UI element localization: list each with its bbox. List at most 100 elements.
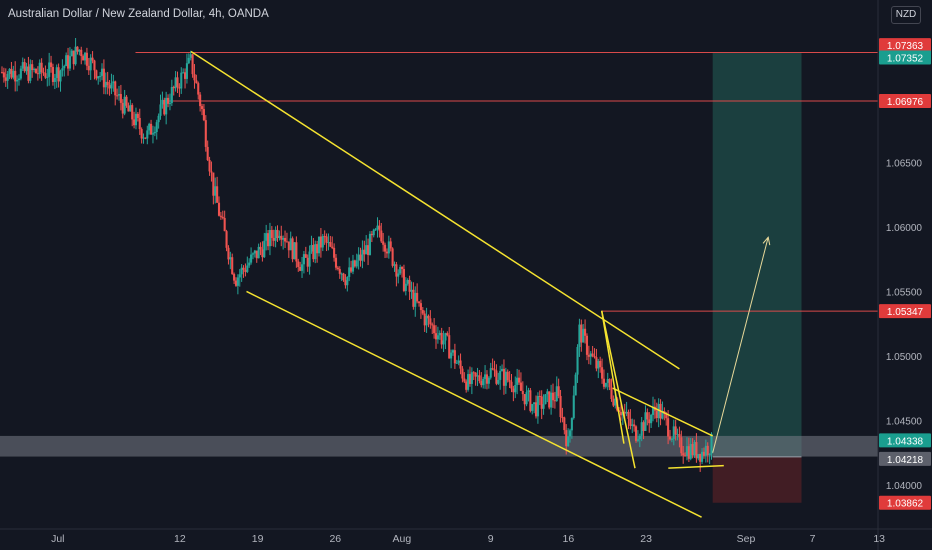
candle-body xyxy=(350,267,353,272)
candle-body xyxy=(693,442,696,456)
candle-body xyxy=(265,233,268,241)
candle-body xyxy=(625,411,628,414)
candle-body xyxy=(80,49,83,57)
candle-body xyxy=(561,417,564,419)
candle-body xyxy=(589,353,592,357)
candle-body xyxy=(23,62,26,72)
candle-body xyxy=(587,354,590,357)
candle-body xyxy=(253,250,256,254)
candle-body xyxy=(321,236,324,248)
candle-body xyxy=(274,229,277,241)
candle-body xyxy=(333,247,336,258)
candle-body xyxy=(270,230,273,238)
candle-body xyxy=(65,55,68,67)
candle-body xyxy=(83,52,87,61)
candle-body xyxy=(674,426,677,435)
candle-body xyxy=(323,236,326,238)
candle-body xyxy=(19,68,22,79)
candle-body xyxy=(642,422,645,431)
candle-body xyxy=(257,246,260,259)
candle-body xyxy=(582,328,585,343)
candle-body xyxy=(555,386,558,401)
candle-body xyxy=(534,402,538,417)
candle-body xyxy=(308,251,311,267)
candle-body xyxy=(472,372,475,374)
trendline-channel-upper xyxy=(190,50,680,370)
candle-body xyxy=(531,404,534,411)
candle-body xyxy=(89,57,92,71)
candle-body xyxy=(25,66,28,72)
x-tick-label: 9 xyxy=(488,533,494,545)
candle-body xyxy=(202,109,205,121)
candle-body xyxy=(221,216,224,218)
candle-body xyxy=(285,241,288,243)
currency-button[interactable]: NZD xyxy=(891,6,921,24)
candle-body xyxy=(280,235,283,240)
x-tick-label: 7 xyxy=(810,533,816,545)
candle-body xyxy=(687,446,690,459)
candle-body xyxy=(544,394,547,405)
candle-body xyxy=(601,367,604,379)
y-tick-label: 1.06000 xyxy=(886,223,923,234)
price-tag xyxy=(879,451,931,466)
candle-body xyxy=(378,225,381,231)
candle-body xyxy=(580,324,583,343)
candle-body xyxy=(523,394,526,405)
candle-body xyxy=(519,382,522,391)
candle-body xyxy=(61,68,64,71)
candle-body xyxy=(87,65,90,71)
candle-body xyxy=(161,99,164,105)
candle-body xyxy=(465,381,468,390)
candle-body xyxy=(104,81,107,88)
trendline-channel-lower xyxy=(246,290,702,518)
y-tick-label: 1.05500 xyxy=(886,287,923,298)
candle-body xyxy=(185,63,188,79)
candle-body xyxy=(63,66,66,69)
candle-body xyxy=(387,241,390,254)
stop-zone xyxy=(712,456,802,503)
candle-body xyxy=(395,264,398,277)
candle-body xyxy=(191,54,194,75)
candle-body xyxy=(359,254,362,261)
candle-body xyxy=(397,273,400,277)
candle-body xyxy=(8,68,11,74)
candle-body xyxy=(514,384,517,393)
candle-body xyxy=(225,231,228,248)
candle-body xyxy=(629,418,632,426)
candle-body xyxy=(438,332,441,336)
candle-body xyxy=(300,264,304,271)
candle-body xyxy=(651,406,655,415)
candle-body xyxy=(289,238,292,251)
candle-body xyxy=(272,237,275,241)
y-tick-label: 1.05000 xyxy=(886,352,923,363)
candle-body xyxy=(306,257,309,267)
candle-body xyxy=(380,230,383,242)
candle-body xyxy=(144,137,147,139)
candle-body xyxy=(16,79,19,82)
candle-body xyxy=(570,418,573,431)
candle-body xyxy=(529,390,532,411)
candle-body xyxy=(206,146,209,161)
candle-body xyxy=(497,379,500,384)
candle-body xyxy=(259,246,262,250)
candle-body xyxy=(701,451,704,462)
candle-body xyxy=(14,70,17,82)
candle-body xyxy=(493,369,496,371)
candle-body xyxy=(31,64,34,71)
candle-body xyxy=(363,249,366,255)
candle-body xyxy=(648,419,651,424)
candle-body xyxy=(546,391,549,395)
candle-body xyxy=(399,266,402,274)
candle-body xyxy=(676,434,679,436)
candle-body xyxy=(644,412,647,431)
candle-body xyxy=(444,333,447,341)
candle-body xyxy=(57,67,60,82)
candle-body xyxy=(210,171,213,173)
candle-body xyxy=(153,131,156,134)
candle-body xyxy=(491,368,494,370)
candle-body xyxy=(567,436,570,447)
candle-body xyxy=(200,106,204,110)
candle-body xyxy=(646,412,649,420)
candle-body xyxy=(193,74,196,81)
